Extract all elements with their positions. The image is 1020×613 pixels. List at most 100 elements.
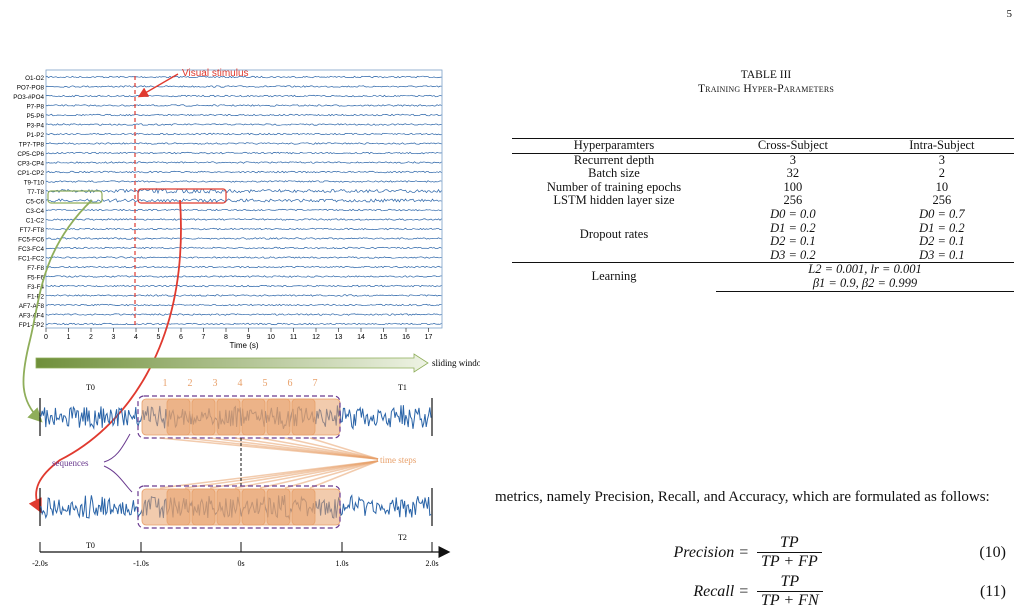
time-tick-label: 3 <box>112 334 116 341</box>
channel-label: CP5-CP6 <box>17 151 44 158</box>
header-cross-subject: Cross-Subject <box>716 138 870 154</box>
channel-trace <box>45 294 442 297</box>
table-row: D1 = 0.2 D1 = 0.2 <box>512 220 1014 236</box>
channel-trace <box>45 113 442 117</box>
channel-trace <box>45 75 442 79</box>
learning-line1: L2 = 0.001, lr = 0.001 <box>716 262 1014 277</box>
channel-trace <box>45 161 442 164</box>
equation-number: (10) <box>979 544 1006 561</box>
time-tick-label: 8 <box>224 334 228 341</box>
time-tick-label: 0 <box>44 334 48 341</box>
table-caption: TABLE III Training Hyper-Parameters <box>510 68 1020 96</box>
channel-trace <box>45 227 442 231</box>
channel-label: FT7-FT8 <box>20 227 45 234</box>
bottom-tick-label: -1.0s <box>133 559 149 568</box>
header-intra-subject: Intra-Subject <box>869 138 1014 154</box>
channel-label: T9-T10 <box>24 180 45 187</box>
channel-label: F5-F6 <box>27 275 44 282</box>
channel-label: P7-P8 <box>26 104 44 111</box>
dropout-cross: D0 = 0.0 <box>770 206 816 221</box>
channel-label: AF3-AF4 <box>19 313 45 320</box>
row-name: Recurrent depth <box>573 152 655 167</box>
channel-trace <box>45 180 442 183</box>
table-label: TABLE III <box>740 69 792 81</box>
time-steps-label: time steps <box>380 455 417 465</box>
equation-numerator: TP <box>780 573 800 590</box>
channel-trace <box>45 170 442 174</box>
fan-line <box>259 460 379 489</box>
sequences-pointer-top <box>103 433 131 463</box>
fan-line <box>284 460 379 489</box>
channel-label: TP7-TP8 <box>19 142 45 149</box>
time-tick-label: 6 <box>179 334 183 341</box>
channel-trace <box>45 265 442 269</box>
channel-trace <box>45 132 442 136</box>
channel-trace <box>45 237 442 240</box>
channel-trace <box>45 313 442 316</box>
row-intra: 3 <box>938 152 946 167</box>
stimulus-label: Visual stimulus <box>182 68 249 79</box>
sequences-pointer-bottom <box>103 465 133 493</box>
channel-label: P1-P2 <box>26 132 44 139</box>
table-row: Learning L2 = 0.001, lr = 0.001 <box>512 262 1014 292</box>
signal-strip-top <box>39 395 433 439</box>
time-step-window <box>291 398 341 436</box>
window-number: 4 <box>238 378 243 389</box>
table-title: Training Hyper-Parameters <box>697 83 835 95</box>
time-steps-fan <box>159 437 379 489</box>
time-tick-label: 17 <box>425 334 433 341</box>
stimulus-arrow <box>137 73 179 98</box>
time-tick-label: 5 <box>157 334 161 341</box>
equation-recall: Recall = TP TP + FN (11) <box>495 573 1012 613</box>
channel-label: O1-O2 <box>25 75 44 82</box>
fan-line <box>309 437 379 460</box>
fan-line <box>209 460 379 489</box>
table-row: D3 = 0.2 D3 = 0.1 <box>512 248 1014 263</box>
learning-label: Learning <box>512 262 716 292</box>
time-tick-label: 12 <box>312 334 320 341</box>
channel-label: CP1-CP2 <box>17 170 44 177</box>
channel-trace <box>45 275 442 278</box>
channel-trace <box>45 218 442 221</box>
channel-label: FC5-FC6 <box>18 237 44 244</box>
time-axis-label: Time (s) <box>229 341 258 350</box>
eeg-channel-traces: O1-O2 PO7-PO8 PO3-#PO4 P7-P8 P5-P6 P3-P4 P1-P2… <box>13 75 442 329</box>
channel-trace <box>45 123 442 126</box>
time-tick-label: 1 <box>67 334 71 341</box>
sliding-window-arrow <box>35 353 429 373</box>
fan-line <box>234 460 379 489</box>
row-intra: 256 <box>932 193 952 208</box>
green-curve-arrow <box>22 199 93 423</box>
channel-label: F7-F8 <box>27 265 44 272</box>
learning-line2: β1 = 0.9, β2 = 0.999 <box>716 276 1014 292</box>
sliding-window-label: sliding window <box>432 358 480 368</box>
time-tick-label: 2 <box>89 334 93 341</box>
row-intra: 2 <box>938 166 946 181</box>
table-row: β1 = 0.9, β2 = 0.999 <box>512 276 1014 292</box>
fan-line <box>259 437 379 460</box>
time-tick-label: 13 <box>335 334 343 341</box>
body-paragraph: metrics, namely Precision, Recall, and A… <box>495 489 990 505</box>
time-tick-label: 7 <box>202 334 206 341</box>
table-row: D2 = 0.1 D2 = 0.1 <box>512 235 1014 249</box>
channel-trace <box>45 104 442 107</box>
window-number: 6 <box>288 378 293 389</box>
bottom-tick-label: 2.0s <box>425 559 438 568</box>
t0-label-bottom: T0 <box>86 541 95 550</box>
eeg-figure: O1-O2 PO7-PO8 PO3-#PO4 P7-P8 P5-P6 P3-P4 P1-P2… <box>13 68 480 568</box>
channel-label: C5-C6 <box>26 199 45 206</box>
channel-trace <box>45 284 442 288</box>
channel-label: P5-P6 <box>26 113 44 120</box>
row-cross: 100 <box>783 179 803 194</box>
window-number: 5 <box>263 378 268 389</box>
time-tick-label: 10 <box>267 334 275 341</box>
dropout-intra: D0 = 0.7 <box>919 206 965 221</box>
equation-numerator: TP <box>780 534 799 551</box>
dropout-cross: D1 = 0.2 <box>770 220 816 235</box>
dropout-cross: D2 = 0.1 <box>770 234 816 249</box>
t2-label: T2 <box>398 533 407 542</box>
equation-precision: Precision = TP TP + FP (10) <box>495 534 1012 574</box>
row-name: Number of training epochs <box>546 179 682 194</box>
row-intra: 10 <box>935 179 949 194</box>
row-name: Batch size <box>588 166 640 181</box>
